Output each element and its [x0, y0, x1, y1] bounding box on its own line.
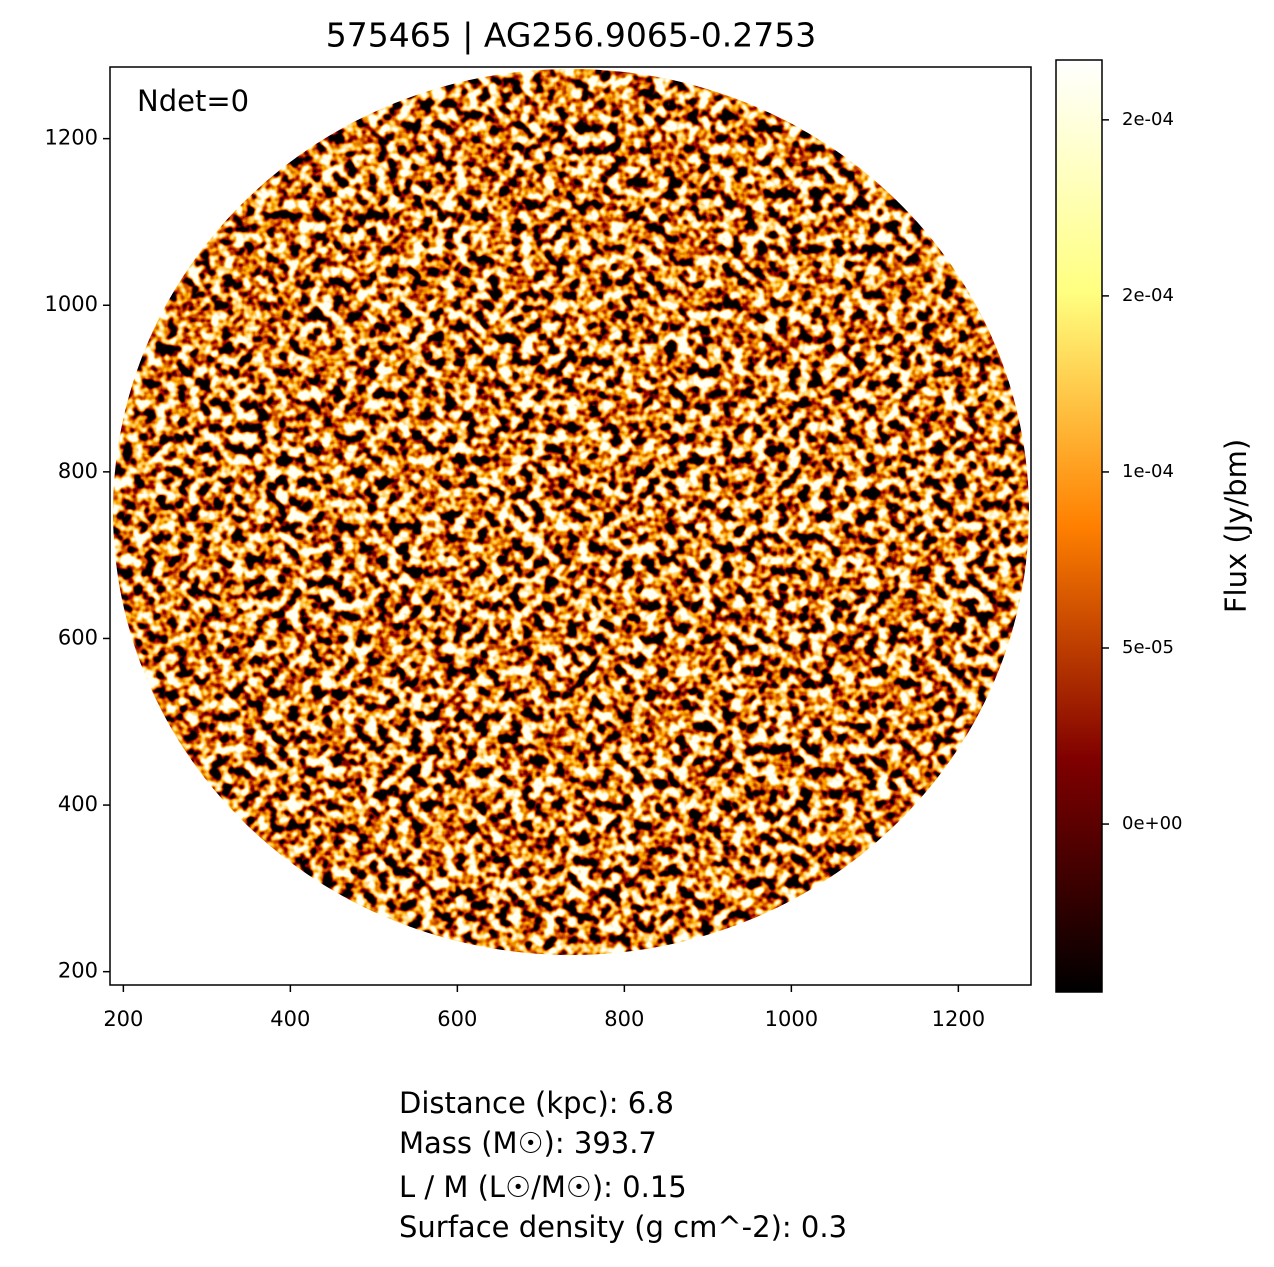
y-tick-label: 200 — [58, 959, 98, 983]
x-tick-label: 200 — [103, 1007, 143, 1031]
info-line: Mass (M☉): 393.7 — [399, 1126, 657, 1160]
x-tick-label: 1000 — [765, 1007, 818, 1031]
colorbar-tick-label: 2e-04 — [1122, 285, 1174, 306]
colorbar-tick-label: 2e-04 — [1122, 109, 1174, 130]
noise-map — [113, 69, 1029, 955]
x-tick-label: 600 — [437, 1007, 477, 1031]
image — [113, 69, 1029, 955]
y-tick-label: 1200 — [45, 126, 98, 150]
x-tick-label: 800 — [604, 1007, 644, 1031]
info-block: Distance (kpc): 6.8 Mass (M☉): 393.7 L / M… — [399, 1086, 847, 1244]
y-tick-label: 400 — [58, 792, 98, 816]
plot-frame — [109, 66, 1032, 986]
y-tick-label: 600 — [58, 625, 98, 649]
colorbar — [1055, 59, 1103, 993]
chart-title: 575465 | AG256.9065-0.2753 — [326, 16, 816, 55]
info-line: L / M (L☉/M☉): 0.15 — [399, 1170, 687, 1204]
x-tick-label: 1200 — [932, 1007, 985, 1031]
colorbar-label: Flux (Jy/bm) — [1219, 439, 1253, 613]
colorbar-tick-label: 0e+00 — [1122, 813, 1183, 834]
annotation: Ndet=0 — [137, 84, 249, 118]
y-tick-label: 800 — [58, 459, 98, 483]
info-line: Surface density (g cm^-2): 0.3 — [399, 1210, 847, 1244]
colorbar-tick-label: 1e-04 — [1122, 461, 1174, 482]
info-line: Distance (kpc): 6.8 — [399, 1086, 674, 1120]
y-tick-label: 1000 — [45, 292, 98, 316]
colorbar-tick-label: 5e-05 — [1122, 637, 1174, 658]
x-tick-label: 400 — [270, 1007, 310, 1031]
